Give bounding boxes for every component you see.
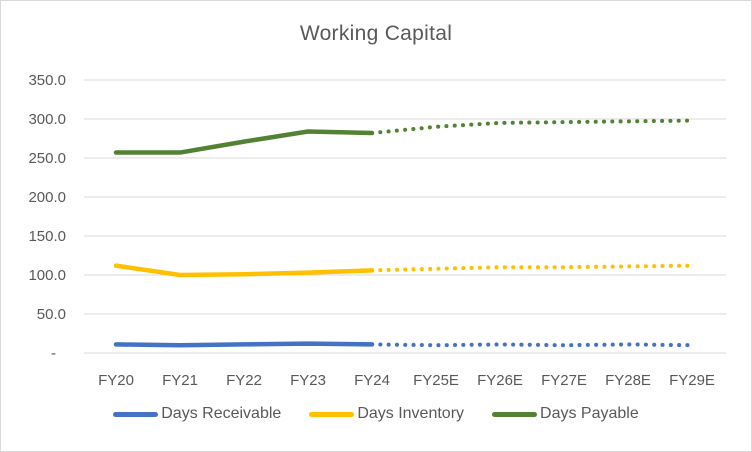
svg-text:350.0: 350.0: [28, 72, 66, 89]
legend-swatch-days-payable-icon: [492, 411, 538, 417]
svg-text:FY26E: FY26E: [477, 372, 523, 389]
legend-swatch-days-inventory-icon: [309, 411, 355, 417]
svg-text:FY28E: FY28E: [605, 372, 651, 389]
chart-title: Working Capital: [299, 22, 453, 45]
svg-text:300.0: 300.0: [28, 111, 66, 128]
svg-text:200.0: 200.0: [28, 189, 66, 206]
svg-text:FY24: FY24: [354, 372, 390, 389]
svg-text:FY29E: FY29E: [669, 372, 715, 389]
svg-text:FY22: FY22: [226, 372, 262, 389]
legend-label-days-receivable: Days Receivable: [161, 405, 282, 422]
svg-text:50.0: 50.0: [37, 306, 66, 323]
chart-legend: Days Receivable Days Inventory Days Paya…: [1, 405, 751, 423]
legend-swatch-days-receivable-icon: [113, 411, 159, 417]
svg-text:250.0: 250.0: [28, 150, 66, 167]
svg-text:FY20: FY20: [98, 372, 134, 389]
svg-text:FY27E: FY27E: [541, 372, 587, 389]
legend-item-days-receivable: Days Receivable: [113, 405, 281, 423]
legend-label-days-payable: Days Payable: [540, 405, 639, 422]
svg-text:FY25E: FY25E: [413, 372, 459, 389]
svg-text:FY23: FY23: [290, 372, 326, 389]
legend-label-days-inventory: Days Inventory: [357, 405, 465, 422]
svg-text:-: -: [51, 345, 56, 362]
legend-item-days-payable: Days Payable: [492, 405, 639, 423]
svg-text:150.0: 150.0: [28, 228, 66, 245]
legend-item-days-inventory: Days Inventory: [309, 405, 464, 423]
svg-text:FY21: FY21: [162, 372, 198, 389]
svg-text:100.0: 100.0: [28, 267, 66, 284]
